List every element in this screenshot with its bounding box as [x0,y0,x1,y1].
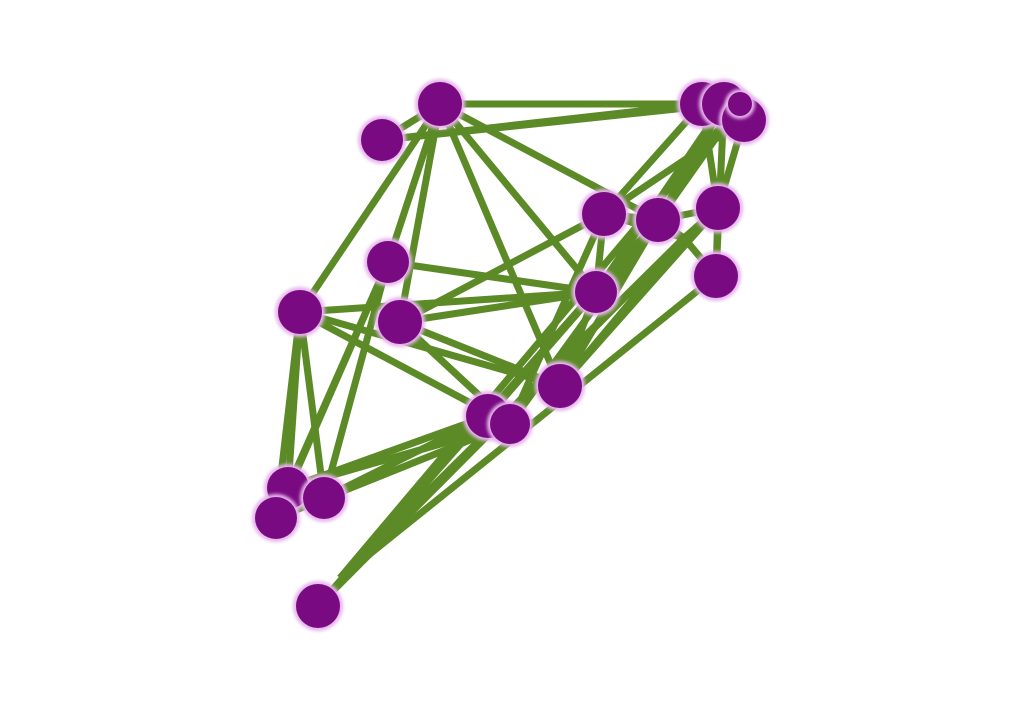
edge-n2-n8 [381,100,725,144]
node-n5 [378,300,422,344]
edge-n1-n9 [437,101,599,295]
node-n21 [728,92,752,116]
node-n14 [303,477,345,519]
edge-n4-n14 [320,261,392,499]
node-n16 [636,198,680,242]
node-n20 [694,254,738,298]
nodes-layer [252,79,769,631]
edge-n1-n4 [384,102,444,264]
node-n19 [296,584,340,628]
edges-layer [272,100,748,609]
edge-n1-n5 [396,103,444,323]
node-n4 [367,241,409,283]
node-n9 [575,271,617,313]
node-n11 [538,364,582,408]
edge-n5-n7 [398,210,606,326]
node-n2 [361,119,403,161]
edge-n21-n23 [337,101,743,581]
edge-n3-n14 [296,311,328,499]
edge-n3-n9 [299,288,597,316]
node-n1 [418,82,462,126]
node-n7 [582,192,626,236]
node-n12 [490,404,530,444]
node-n17 [696,186,740,230]
node-n15 [255,497,297,539]
node-n3 [278,290,322,334]
